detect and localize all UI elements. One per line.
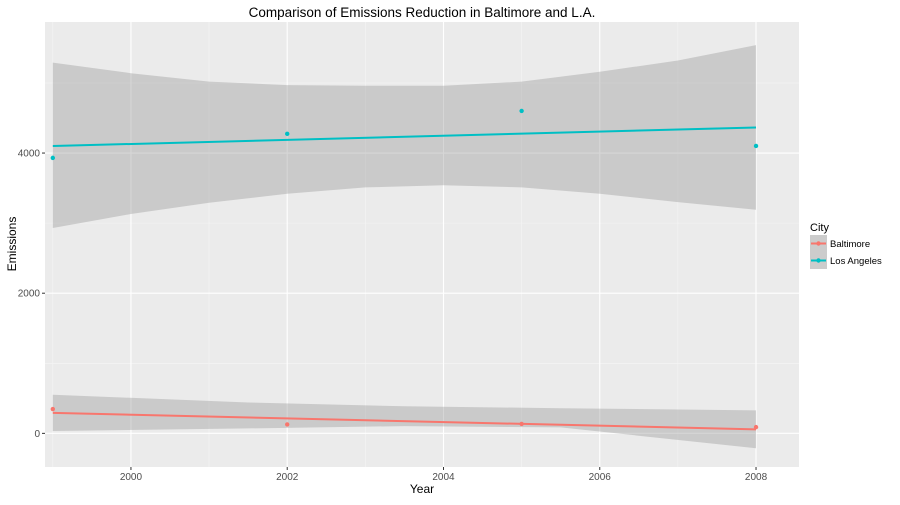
fit-line-los-angeles bbox=[52, 126, 757, 148]
x-tick-label: 2008 bbox=[745, 472, 768, 483]
legend-label-baltimore: Baltimore bbox=[830, 239, 870, 250]
data-point-los-angeles bbox=[285, 131, 290, 137]
y-tick-label: 0 bbox=[34, 429, 40, 440]
plot-background bbox=[45, 22, 799, 467]
legend: City Baltimore Los Angeles bbox=[810, 222, 882, 269]
data-point-baltimore bbox=[519, 421, 524, 427]
x-axis: 2000 2002 2004 2006 2008 bbox=[120, 467, 768, 483]
x-axis-title: Year bbox=[410, 482, 434, 496]
major-gridlines bbox=[45, 22, 799, 467]
x-tick-label: 2000 bbox=[120, 472, 143, 483]
legend-key-point bbox=[816, 241, 821, 246]
data-point-baltimore bbox=[285, 422, 290, 427]
y-axis-title: Emissions bbox=[5, 217, 19, 272]
x-tick-label: 2006 bbox=[589, 472, 612, 483]
data-point-los-angeles bbox=[50, 155, 56, 161]
x-tick-label: 2004 bbox=[432, 472, 455, 483]
y-tick-label: 2000 bbox=[18, 289, 41, 300]
legend-title: City bbox=[810, 222, 829, 234]
fit-line-baltimore bbox=[52, 411, 757, 431]
data-point-baltimore bbox=[753, 424, 759, 430]
x-tick-label: 2002 bbox=[276, 472, 299, 483]
y-tick-label: 4000 bbox=[18, 149, 41, 160]
minor-gridlines bbox=[45, 22, 799, 467]
legend-key-point bbox=[816, 258, 821, 263]
legend-label-los-angeles: Los Angeles bbox=[830, 256, 882, 267]
data-points bbox=[50, 108, 759, 430]
y-axis: 0 2000 4000 bbox=[18, 149, 45, 440]
fit-lines bbox=[52, 126, 757, 431]
data-point-los-angeles bbox=[753, 143, 759, 149]
data-point-baltimore bbox=[50, 406, 56, 412]
data-point-los-angeles bbox=[519, 108, 524, 114]
chart-title: Comparison of Emissions Reduction in Bal… bbox=[249, 5, 596, 20]
legend-keys bbox=[810, 235, 827, 269]
